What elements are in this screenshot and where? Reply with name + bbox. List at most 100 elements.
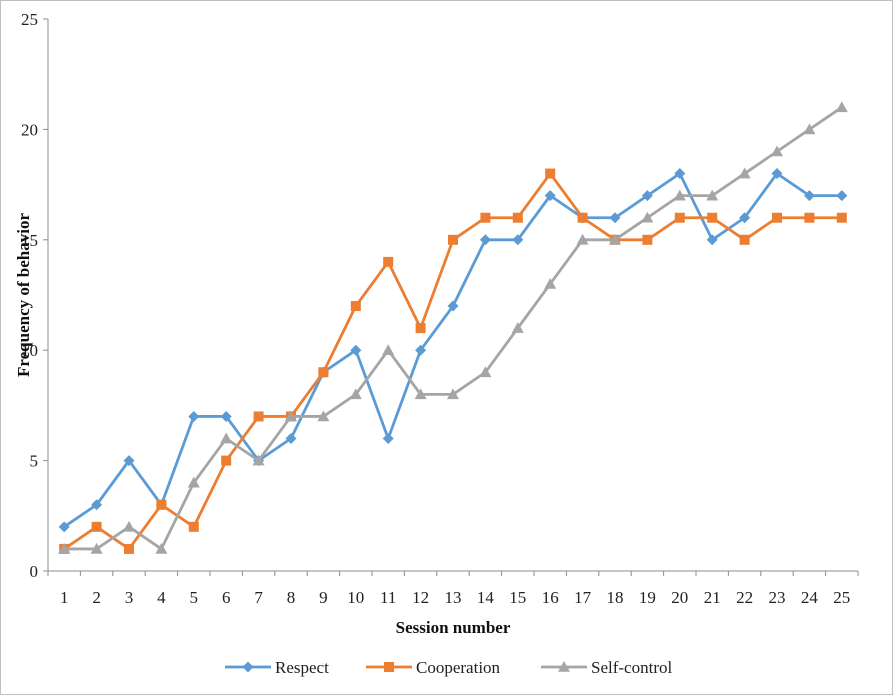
x-tick-label: 18 [607,588,624,607]
data-point-self-control [544,277,557,289]
series-respect [58,168,848,533]
data-point-respect [285,433,297,445]
y-axis-title: Frequency of behavior [14,213,33,377]
data-point-self-control [479,366,492,378]
x-tick-label: 7 [254,588,263,607]
x-tick-label: 24 [801,588,819,607]
y-tick-label: 10 [21,341,38,360]
legend-label-self-control: Self-control [591,658,672,677]
data-point-respect [220,410,232,422]
y-tick-label: 20 [21,120,38,139]
data-point-self-control [155,542,168,554]
x-tick-label: 5 [190,588,199,607]
data-point-self-control [673,189,686,201]
data-point-respect [479,234,491,246]
data-point-cooperation [674,212,685,223]
plot-area [58,101,848,554]
legend-label-cooperation: Cooperation [416,658,501,677]
y-tick-label: 15 [21,231,38,250]
x-tick-label: 14 [477,588,495,607]
x-axis-title: Session number [396,618,511,637]
series-self-control [58,101,848,554]
data-point-respect [674,168,686,180]
legend-item-respect: Respect [225,658,329,677]
data-point-self-control [285,410,297,422]
data-point-respect [123,455,135,467]
x-tick-label: 2 [92,588,101,607]
data-point-cooperation [318,367,329,378]
data-point-cooperation [253,411,264,422]
data-point-respect [447,300,459,312]
data-point-respect [58,521,70,533]
legend-label-respect: Respect [275,658,329,677]
data-point-cooperation [188,521,199,532]
x-tick-label: 22 [736,588,753,607]
data-point-self-control [576,233,589,245]
data-point-respect [803,190,815,202]
x-tick-label: 19 [639,588,656,607]
x-tick-label: 3 [125,588,134,607]
data-point-self-control [641,211,654,223]
series-line-self-control [64,106,843,551]
y-tick-label: 5 [30,452,39,471]
data-point-self-control [771,145,783,157]
legend-item-cooperation: Cooperation [366,658,501,677]
data-point-cooperation [577,212,588,223]
data-point-cooperation [350,301,361,312]
data-point-self-control [835,101,848,113]
data-point-self-control [317,410,330,422]
data-point-cooperation [480,212,491,223]
data-point-self-control [123,520,135,532]
data-point-cooperation [836,212,847,223]
x-tick-label: 6 [222,588,231,607]
legend: Respect Cooperation Self-control [225,658,672,677]
x-tick-label: 8 [287,588,296,607]
x-tick-label: 23 [769,588,786,607]
data-point-cooperation [739,234,750,245]
data-point-self-control [382,344,395,355]
data-point-respect [350,344,362,356]
x-tick-label: 15 [509,588,526,607]
x-tick-label: 9 [319,588,328,607]
data-point-cooperation [91,521,102,532]
data-point-cooperation [707,212,718,223]
data-point-self-control [609,233,621,245]
legend-marker-cooperation [384,662,394,672]
data-point-respect [415,344,427,356]
x-tick-label: 4 [157,588,166,607]
data-point-cooperation [383,256,394,267]
x-tick-label: 10 [347,588,364,607]
x-tick-label: 25 [833,588,850,607]
data-point-self-control [90,542,103,554]
data-point-respect [706,234,718,246]
data-point-respect [836,190,848,202]
data-point-respect [771,168,783,180]
data-point-respect [739,212,751,224]
data-point-respect [609,212,621,224]
x-tick-label: 17 [574,588,592,607]
data-point-cooperation [545,168,556,179]
data-point-respect [641,190,653,202]
data-point-respect [188,410,200,422]
data-point-respect [91,499,103,511]
data-point-self-control [220,432,233,444]
legend-item-self-control: Self-control [541,658,672,677]
x-tick-label: 20 [671,588,688,607]
x-tick-label: 13 [445,588,462,607]
data-point-cooperation [804,212,815,223]
x-tick-label: 12 [412,588,429,607]
x-tick-label: 1 [60,588,69,607]
data-point-self-control [349,388,362,400]
data-point-self-control [414,388,427,400]
data-point-cooperation [221,455,232,466]
data-point-self-control [58,542,71,554]
data-point-cooperation [415,323,426,334]
x-tick-label: 21 [704,588,721,607]
y-tick-label: 25 [21,10,38,29]
data-point-self-control [187,476,200,488]
legend-marker-respect [242,661,254,673]
data-point-self-control [738,167,751,179]
